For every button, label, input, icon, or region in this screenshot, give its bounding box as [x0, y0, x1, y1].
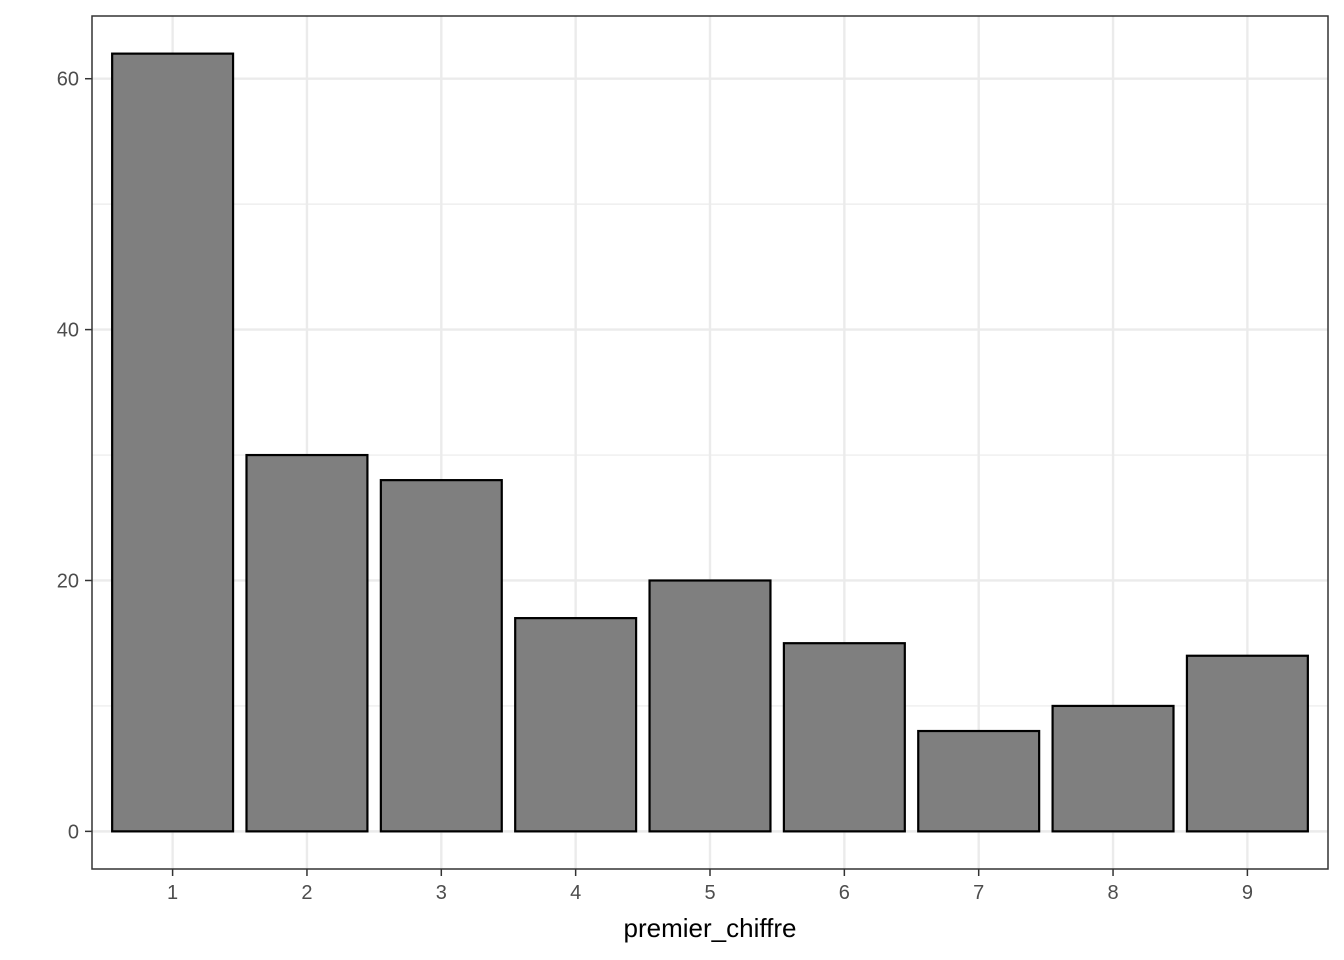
x-tick-label: 4 — [570, 882, 581, 904]
bar — [379, 479, 503, 833]
bar — [917, 729, 1041, 833]
x-tick-label: 6 — [839, 882, 850, 904]
x-tick-label: 8 — [1107, 882, 1118, 904]
bar — [648, 579, 772, 833]
bars — [111, 52, 1309, 833]
bar — [514, 617, 638, 833]
x-tick-label: 7 — [973, 882, 984, 904]
x-tick-label: 1 — [167, 882, 178, 904]
y-tick-label: 20 — [57, 570, 79, 592]
x-tick-label: 3 — [436, 882, 447, 904]
axes: 0 20 40 60 1 2 3 4 5 6 7 8 9 — [57, 69, 1253, 904]
bar — [1051, 704, 1175, 833]
y-tick-label: 60 — [57, 69, 79, 91]
bar — [1185, 654, 1309, 833]
x-axis-title: premier_chiffre — [624, 913, 797, 943]
y-tick-label: 0 — [68, 821, 79, 843]
x-tick-label: 5 — [704, 882, 715, 904]
x-tick-label: 2 — [301, 882, 312, 904]
bar — [782, 642, 906, 833]
x-tick-label: 9 — [1242, 882, 1253, 904]
y-tick-label: 40 — [57, 320, 79, 342]
bar — [245, 453, 369, 833]
bar — [111, 52, 235, 833]
